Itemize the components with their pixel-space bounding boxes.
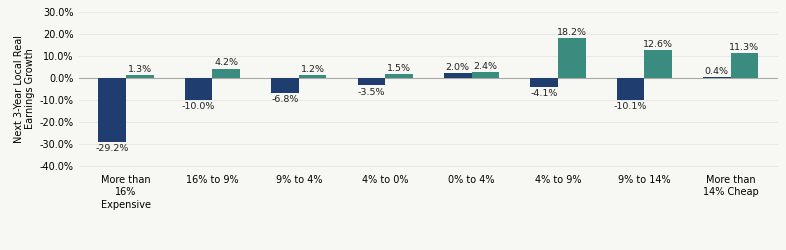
Bar — [703, 77, 731, 78]
Text: -6.8%: -6.8% — [271, 95, 299, 104]
Bar — [185, 78, 212, 100]
Text: 11.3%: 11.3% — [729, 43, 759, 52]
Text: -3.5%: -3.5% — [358, 88, 385, 97]
Bar — [126, 75, 154, 78]
Bar — [358, 78, 385, 86]
Bar — [531, 78, 558, 87]
Text: -10.0%: -10.0% — [182, 102, 215, 111]
Bar — [299, 75, 326, 78]
Text: 1.3%: 1.3% — [128, 65, 152, 74]
Text: 2.0%: 2.0% — [446, 63, 470, 72]
Text: 12.6%: 12.6% — [643, 40, 673, 49]
Bar — [731, 53, 758, 78]
Bar — [385, 74, 413, 78]
Bar — [617, 78, 645, 100]
Y-axis label: Next 3-Year Local Real
Earnings Growth: Next 3-Year Local Real Earnings Growth — [14, 35, 35, 143]
Text: 18.2%: 18.2% — [556, 28, 586, 37]
Bar — [645, 50, 672, 78]
Bar — [444, 74, 472, 78]
Text: -4.1%: -4.1% — [531, 89, 558, 98]
Text: 2.4%: 2.4% — [473, 62, 498, 72]
Bar — [98, 78, 126, 142]
Text: -10.1%: -10.1% — [614, 102, 647, 111]
Bar — [271, 78, 299, 93]
Text: 1.2%: 1.2% — [300, 65, 325, 74]
Bar — [212, 68, 240, 78]
Text: 4.2%: 4.2% — [215, 58, 238, 68]
Text: 1.5%: 1.5% — [387, 64, 411, 74]
Bar — [558, 38, 586, 78]
Text: -29.2%: -29.2% — [96, 144, 129, 153]
Bar — [472, 72, 499, 78]
Text: 0.4%: 0.4% — [705, 67, 729, 76]
